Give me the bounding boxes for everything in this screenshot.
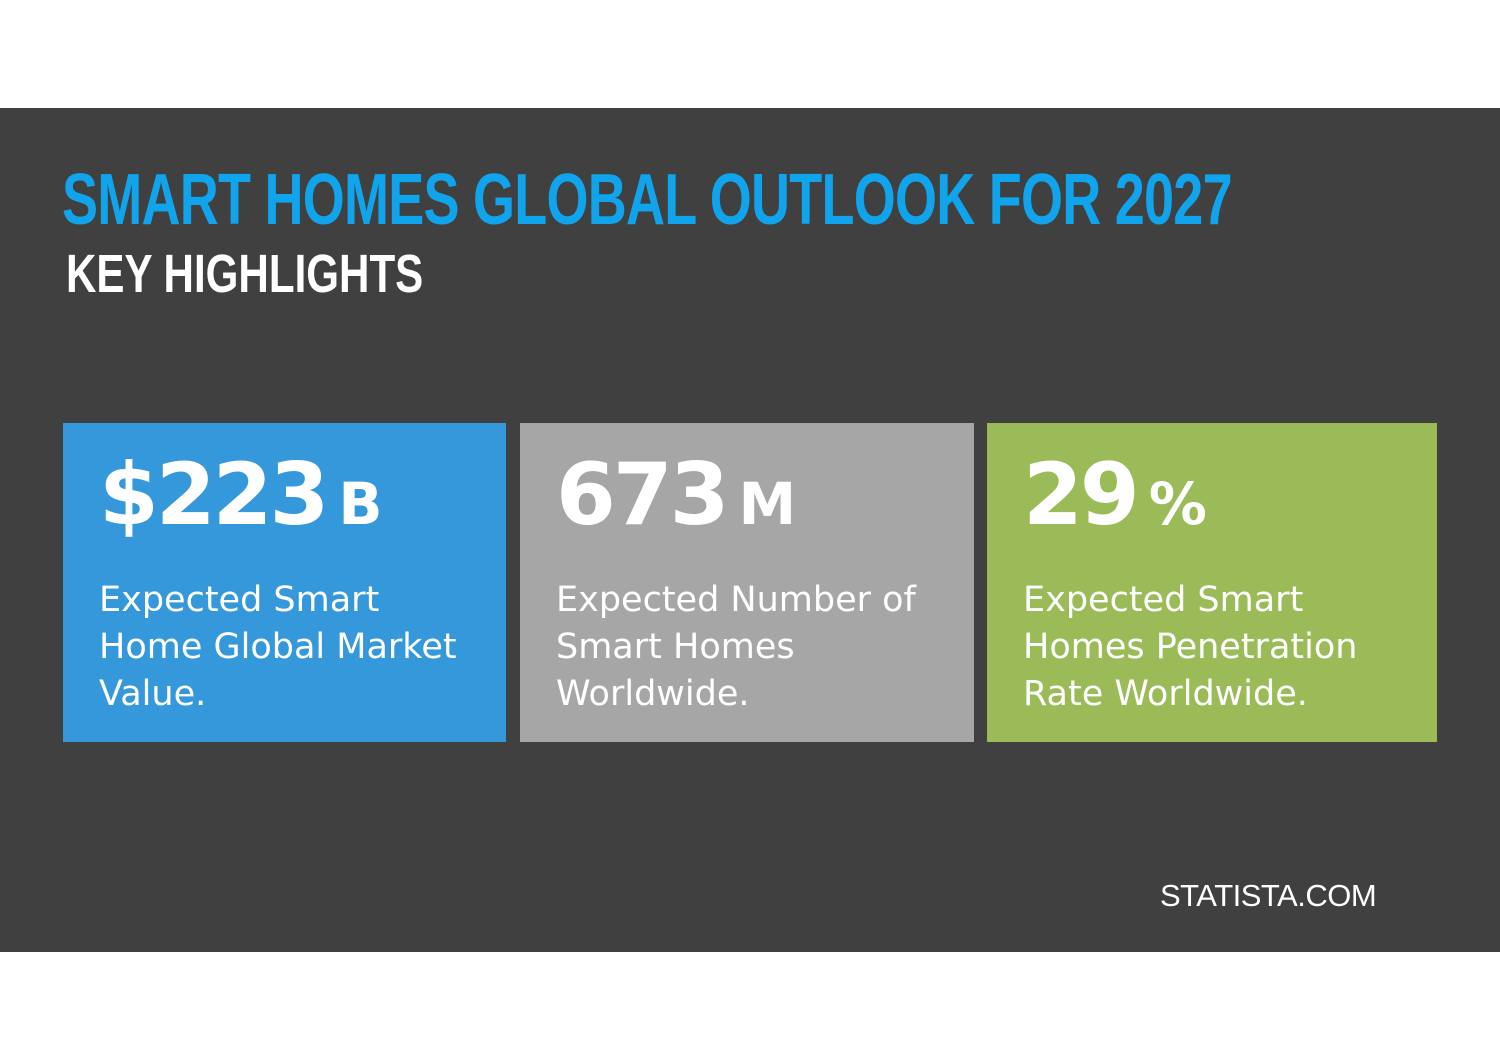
highlight-unit: B <box>338 470 383 538</box>
highlight-description: Expected Number of Smart Homes Worldwide… <box>556 580 916 714</box>
highlight-number: $223 <box>99 445 329 545</box>
highlight-value: 29% <box>1023 445 1437 545</box>
highlight-number: 29 <box>1023 445 1140 545</box>
highlight-card-market-value: $223 B Expected Smart Home Global Market … <box>63 423 506 742</box>
highlight-description: Expected Smart Home Global Market Value. <box>99 580 457 714</box>
highlight-card-number-of-homes: 673 M Expected Number of Smart Homes Worl… <box>520 423 974 742</box>
page-subtitle: KEY HIGHLIGHTS <box>66 244 424 304</box>
page-title: SMART HOMES GLOBAL OUTLOOK FOR 2027 <box>62 160 1233 240</box>
highlight-unit: % <box>1148 470 1207 538</box>
highlight-number: 673 <box>556 445 730 545</box>
highlight-unit: M <box>738 470 797 538</box>
highlight-value: 673 M <box>556 445 974 545</box>
highlight-card-penetration-rate: 29% Expected Smart Homes Penetration Rat… <box>987 423 1437 742</box>
source-label: STATISTA.COM <box>1160 878 1377 913</box>
highlight-description: Expected Smart Homes Penetration Rate Wo… <box>1023 580 1358 714</box>
highlight-value: $223 B <box>99 445 506 545</box>
